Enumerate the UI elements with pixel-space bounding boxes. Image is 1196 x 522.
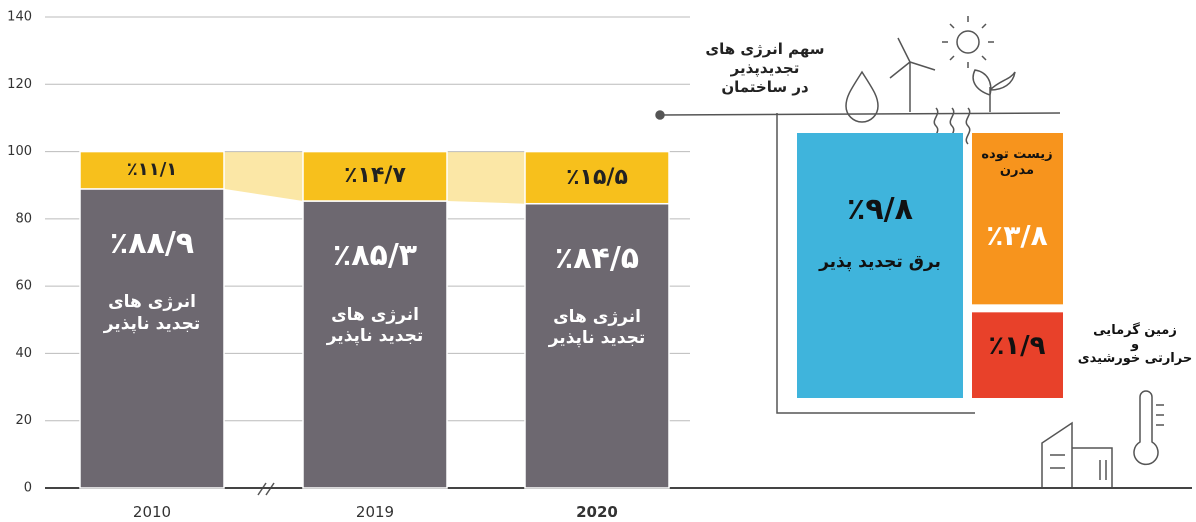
value-label: ٪۸۴/۵ <box>554 240 640 276</box>
bar-segment <box>302 200 448 489</box>
tile <box>972 133 1063 305</box>
outline <box>776 113 975 414</box>
value-label: ٪۸۸/۹ <box>109 225 195 261</box>
decor <box>257 16 1164 496</box>
y-tick-label: 40 <box>15 346 32 361</box>
y-tick-label: 140 <box>7 10 32 25</box>
drop-icon <box>845 70 879 123</box>
bar-segment <box>302 150 448 202</box>
value-label: ٪۱/۹ <box>988 331 1046 362</box>
sun-icon <box>956 30 980 54</box>
value-label: ٪۳/۸ <box>986 219 1048 253</box>
value-label: ٪۹/۸ <box>847 192 913 227</box>
connector <box>224 151 303 202</box>
series-label: انرژی های تجدید ناپذیر <box>548 307 646 349</box>
value-label: ٪۱۱/۱ <box>126 158 178 180</box>
y-tick-label: 0 <box>24 481 32 496</box>
y-tick-label: 120 <box>7 77 32 92</box>
x-tick-label: 2020 <box>576 502 618 521</box>
value-label: ٪۱۵/۵ <box>566 164 628 190</box>
tile <box>972 312 1063 398</box>
tile <box>797 133 963 398</box>
thermometer-icon <box>1133 390 1164 466</box>
tile-label: زیست توده مدرن <box>981 146 1053 178</box>
bar-segment <box>524 150 670 205</box>
leader-dot <box>655 110 665 120</box>
leader-line <box>659 112 1061 116</box>
building-icon <box>1041 421 1113 488</box>
y-tick-label: 20 <box>15 413 32 428</box>
sun-rays <box>942 16 994 68</box>
bar-segment <box>524 202 670 489</box>
x-tick-label: 2019 <box>355 502 395 521</box>
y-tick-label: 100 <box>7 144 32 159</box>
x-tick-label: 2010 <box>132 502 172 521</box>
y-tick-label: 80 <box>15 211 32 226</box>
bar-segment <box>79 188 225 489</box>
leaf-icon <box>972 69 1016 112</box>
series-label: انرژی های تجدید ناپذیر <box>103 292 201 334</box>
y-tick-label: 60 <box>15 279 32 294</box>
bar-segment <box>79 150 225 190</box>
series-label: انرژی های تجدید ناپذیر <box>326 304 424 346</box>
connector <box>447 151 525 204</box>
turbine-blades <box>889 37 936 79</box>
value-label: ٪۸۵/۳ <box>332 238 418 274</box>
tile-label: برق تجدید پذیر <box>819 251 941 272</box>
value-label: ٪۱۴/۷ <box>344 163 406 189</box>
tile-label: زمین گرمایی و حرارتی خورشیدی <box>1077 322 1193 367</box>
treemap-title: سهم انرژی های تجدیدپذیر در ساختمان <box>705 40 825 96</box>
